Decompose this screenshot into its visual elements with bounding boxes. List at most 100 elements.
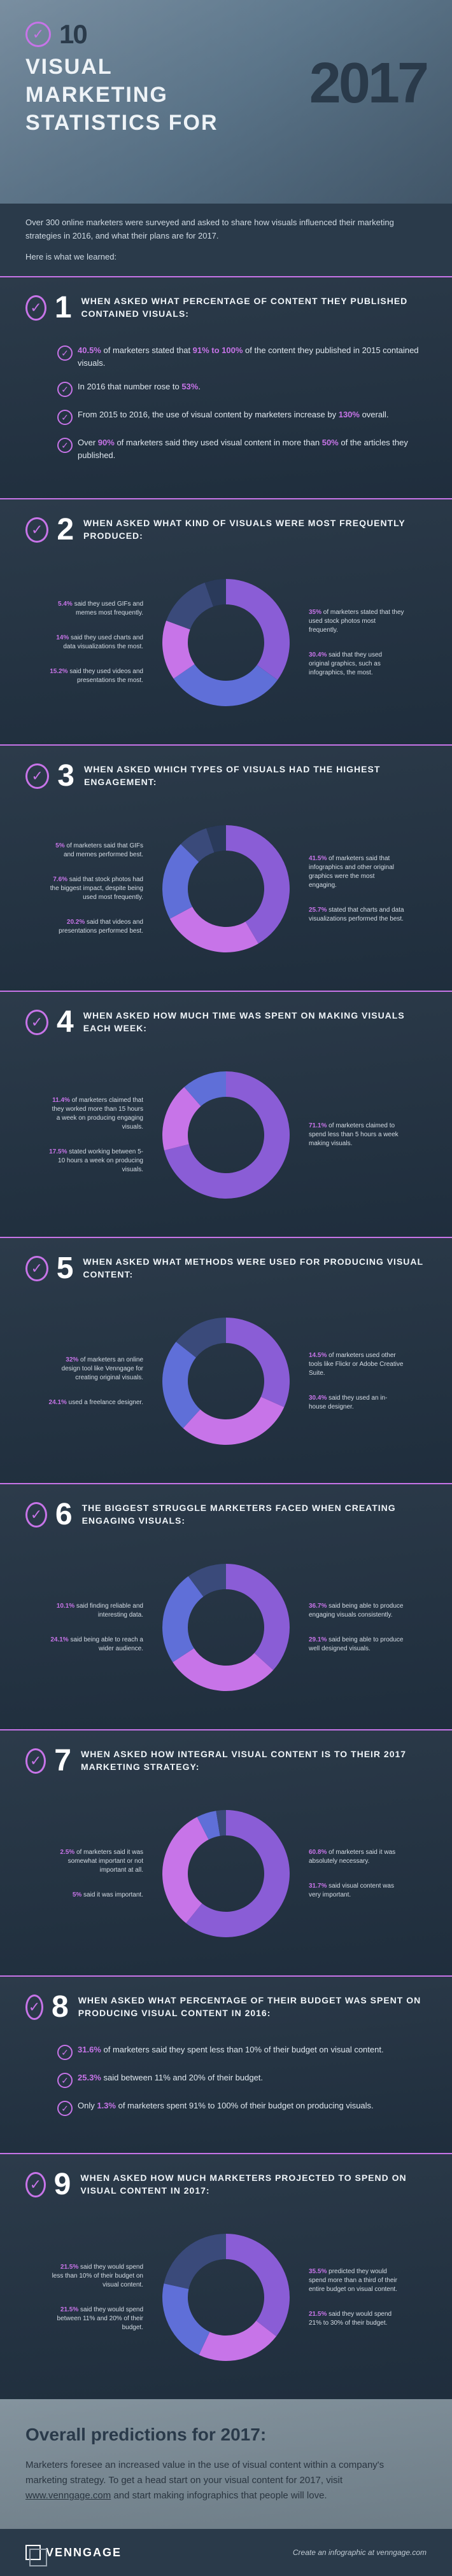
donut-chart [156, 1557, 296, 1697]
check-icon: ✓ [57, 438, 73, 453]
chart-stat: 5% said it was important. [73, 1891, 143, 1900]
chart-stat: 15.2% said they used videos and presenta… [48, 667, 143, 685]
chart-stat: 31.7% said visual content was very impor… [309, 1882, 404, 1900]
section-title: WHEN ASKED HOW MUCH TIME WAS SPENT ON MA… [83, 1010, 427, 1034]
check-icon: ✓ [57, 2101, 73, 2116]
chart-stat: 2.5% of marketers said it was somewhat i… [48, 1848, 143, 1875]
bullet-item: ✓40.5% of marketers stated that 91% to 1… [57, 344, 427, 369]
chart-stat: 24.1% said being able to reach a wider a… [48, 1636, 143, 1654]
chart-stat: 21.5% said they would spend between 11% … [48, 2306, 143, 2332]
chart-stat: 60.8% of marketers said it was absolutel… [309, 1848, 404, 1866]
intro-block: Over 300 online marketers were surveyed … [0, 204, 452, 276]
section-number: 3 [57, 758, 74, 793]
chart-stat: 11.4% of marketers claimed that they wor… [48, 1096, 143, 1132]
section-1: ✓ 1 WHEN ASKED WHAT PERCENTAGE OF CONTENT … [0, 276, 452, 498]
check-icon: ✓ [57, 345, 73, 361]
donut-chart [156, 1311, 296, 1451]
footer: VENNGAGE Create an infographic at vennga… [0, 2529, 452, 2576]
chart-stat: 20.2% said that videos and presentations… [48, 918, 143, 936]
section-6: ✓ 6 THE BIGGEST STRUGGLE MARKETERS FACED W… [0, 1483, 452, 1729]
section-number: 4 [57, 1005, 74, 1040]
check-icon: ✓ [25, 22, 51, 47]
section-8: ✓ 8 WHEN ASKED WHAT PERCENTAGE OF THEIR BU… [0, 1975, 452, 2153]
section-header: ✓3WHEN ASKED WHICH TYPES OF VISUALS HAD … [0, 744, 452, 806]
section-header: ✓ 7 WHEN ASKED HOW INTEGRAL VISUAL CONTENT… [0, 1729, 452, 1791]
check-icon: ✓ [57, 2045, 73, 2060]
bullet-item: ✓31.6% of marketers said they spent less… [57, 2043, 427, 2060]
donut-chart [156, 1804, 296, 1944]
summary-block: Overall predictions for 2017: Marketers … [0, 2399, 452, 2529]
chart-stat: 24.1% used a freelance designer. [49, 1398, 143, 1407]
section-number: 2 [57, 512, 74, 547]
section-number: 7 [54, 1743, 71, 1778]
section-title: WHEN ASKED WHAT PERCENTAGE OF CONTENT TH… [81, 295, 427, 320]
chart-stat: 35% of marketers stated that they used s… [309, 608, 404, 635]
chart-stat: 14% said they used charts and data visua… [48, 634, 143, 651]
section-3: ✓3WHEN ASKED WHICH TYPES OF VISUALS HAD … [0, 744, 452, 991]
hero: ✓ 10 VISUAL MARKETING STATISTICS FOR 201… [0, 0, 452, 204]
summary-title: Overall predictions for 2017: [25, 2425, 427, 2445]
section-number: 5 [57, 1251, 74, 1286]
chart-stat: 5% of marketers said that GIFs and memes… [48, 842, 143, 860]
bullet-item: ✓25.3% said between 11% and 20% of their… [57, 2071, 427, 2088]
chart-stat: 35.5% predicted they would spend more th… [309, 2267, 404, 2294]
check-icon: ✓ [25, 295, 46, 321]
chart-stat: 14.5% of marketers used other tools like… [309, 1351, 404, 1378]
section-number: 9 [54, 2167, 71, 2202]
section-header: ✓ 2 WHEN ASKED WHAT KIND OF VISUALS WERE M… [0, 498, 452, 560]
chart-stat: 36.7% said being able to produce engagin… [309, 1602, 404, 1620]
section-header: ✓ 6 THE BIGGEST STRUGGLE MARKETERS FACED W… [0, 1483, 452, 1545]
donut-chart [156, 573, 296, 713]
check-icon: ✓ [25, 1010, 48, 1035]
section-9: ✓ 9 WHEN ASKED HOW MUCH MARKETERS PROJECTE… [0, 2153, 452, 2399]
logo-icon [25, 2545, 41, 2560]
hero-number: 10 [59, 19, 87, 50]
section-title: WHEN ASKED WHAT METHODS WERE USED FOR PR… [83, 1256, 427, 1281]
section-number: 1 [55, 290, 72, 325]
donut-chart [156, 1065, 296, 1205]
section-7: ✓ 7 WHEN ASKED HOW INTEGRAL VISUAL CONTENT… [0, 1729, 452, 1975]
section-header: ✓ 4 WHEN ASKED HOW MUCH TIME WAS SPENT ON … [0, 991, 452, 1052]
section-title: WHEN ASKED WHAT PERCENTAGE OF THEIR BUDG… [78, 1995, 427, 2019]
bullet-item: ✓Only 1.3% of marketers spent 91% to 100… [57, 2099, 427, 2116]
check-icon: ✓ [57, 382, 73, 397]
chart-stat: 5.4% said they used GIFs and memes most … [48, 600, 143, 618]
section-number: 6 [55, 1497, 73, 1532]
section-5: ✓ 5 WHEN ASKED WHAT METHODS WERE USED FOR … [0, 1237, 452, 1483]
chart-stat: 30.4% said they used an in-house designe… [309, 1394, 404, 1412]
check-icon: ✓ [25, 1502, 47, 1528]
check-icon: ✓ [25, 1256, 48, 1281]
summary-link[interactable]: www.venngage.com [25, 2490, 111, 2501]
section-header: ✓ 5 WHEN ASKED WHAT METHODS WERE USED FOR … [0, 1237, 452, 1298]
section-title: WHEN ASKED HOW MUCH MARKETERS PROJECTED … [80, 2172, 427, 2197]
check-icon: ✓ [25, 2172, 46, 2197]
section-header: ✓ 8 WHEN ASKED WHAT PERCENTAGE OF THEIR BU… [0, 1975, 452, 2037]
bullet-item: ✓In 2016 that number rose to 53%. [57, 380, 427, 397]
chart-stat: 10.1% said finding reliable and interest… [48, 1602, 143, 1620]
check-icon: ✓ [25, 1748, 46, 1774]
intro-p2: Here is what we learned: [25, 251, 427, 264]
chart-stat: 41.5% of marketers said that infographic… [309, 854, 404, 890]
section-2: ✓ 2 WHEN ASKED WHAT KIND OF VISUALS WERE M… [0, 498, 452, 744]
footer-credit: Create an infographic at venngage.com [293, 2548, 427, 2557]
section-title: WHEN ASKED WHICH TYPES OF VISUALS HAD TH… [84, 763, 427, 788]
section-number: 8 [52, 1989, 69, 2024]
bullet-item: ✓Over 90% of marketers said they used vi… [57, 436, 427, 461]
chart-stat: 71.1% of marketers claimed to spend less… [309, 1122, 404, 1148]
hero-year: 2017 [309, 51, 427, 116]
chart-stat: 17.5% stated working between 5-10 hours … [48, 1148, 143, 1174]
section-4: ✓ 4 WHEN ASKED HOW MUCH TIME WAS SPENT ON … [0, 991, 452, 1237]
check-icon: ✓ [25, 517, 48, 543]
section-title: THE BIGGEST STRUGGLE MARKETERS FACED WHE… [82, 1502, 427, 1527]
chart-stat: 21.5% said they would spend 21% to 30% o… [309, 2310, 404, 2328]
chart-stat: 21.5% said they would spend less than 10… [48, 2263, 143, 2290]
bullet-item: ✓From 2015 to 2016, the use of visual co… [57, 408, 427, 425]
check-icon: ✓ [25, 1995, 43, 2020]
section-title: WHEN ASKED HOW INTEGRAL VISUAL CONTENT I… [81, 1748, 427, 1773]
check-icon: ✓ [57, 2073, 73, 2088]
section-title: WHEN ASKED WHAT KIND OF VISUALS WERE MOS… [83, 517, 427, 542]
check-icon: ✓ [57, 410, 73, 425]
chart-stat: 30.4% said that they used original graph… [309, 651, 404, 678]
section-header: ✓ 1 WHEN ASKED WHAT PERCENTAGE OF CONTENT … [0, 276, 452, 338]
chart-stat: 25.7% stated that charts and data visual… [309, 906, 404, 924]
